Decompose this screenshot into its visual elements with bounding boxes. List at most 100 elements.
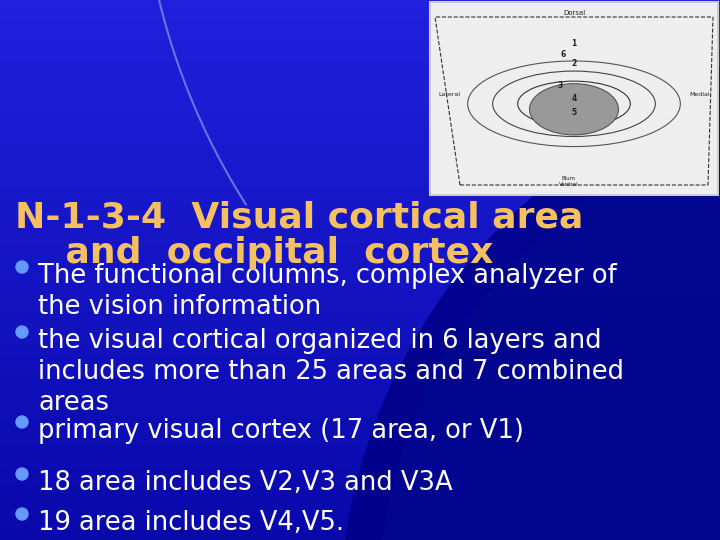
- Bar: [0, 438, 720, 445]
- Bar: [0, 256, 720, 263]
- Bar: [0, 324, 720, 330]
- Bar: [0, 68, 720, 74]
- Bar: [0, 222, 720, 230]
- Bar: [0, 330, 720, 338]
- Bar: [0, 459, 720, 465]
- Bar: [0, 128, 720, 135]
- Bar: [0, 33, 720, 40]
- Bar: [0, 291, 720, 297]
- Bar: [0, 453, 720, 459]
- Bar: [0, 276, 720, 284]
- Bar: [0, 338, 720, 345]
- Bar: [0, 446, 720, 453]
- Text: and  occipital  cortex: and occipital cortex: [15, 236, 493, 270]
- Bar: [0, 249, 720, 256]
- Text: primary visual cortex (17 area, or V1): primary visual cortex (17 area, or V1): [38, 418, 524, 444]
- Bar: [0, 108, 720, 115]
- Bar: [0, 135, 720, 141]
- Bar: [0, 392, 720, 399]
- Bar: [0, 399, 720, 405]
- Bar: [0, 351, 720, 357]
- Text: N-1-3-4  Visual cortical area: N-1-3-4 Visual cortical area: [15, 200, 583, 234]
- Text: Medial: Medial: [689, 92, 710, 97]
- Bar: [0, 372, 720, 378]
- Bar: [0, 345, 720, 351]
- Bar: [0, 209, 720, 216]
- Bar: [0, 411, 720, 418]
- Bar: [0, 40, 720, 47]
- Bar: [0, 156, 720, 162]
- Ellipse shape: [529, 84, 618, 135]
- Bar: [0, 513, 720, 519]
- Bar: [0, 405, 720, 411]
- Bar: [0, 20, 720, 27]
- Text: 6: 6: [560, 50, 565, 59]
- Bar: [0, 94, 720, 102]
- Bar: [0, 432, 720, 438]
- Bar: [0, 426, 720, 432]
- Bar: [0, 195, 720, 202]
- Circle shape: [16, 261, 28, 273]
- Bar: [0, 87, 720, 94]
- Text: Blum
Ventral: Blum Ventral: [559, 176, 579, 187]
- Text: 2: 2: [572, 59, 577, 68]
- Bar: [0, 216, 720, 222]
- Bar: [0, 74, 720, 81]
- Bar: [0, 189, 720, 195]
- Bar: [0, 148, 720, 156]
- Bar: [0, 310, 720, 317]
- Text: Lateral: Lateral: [438, 92, 460, 97]
- Bar: [0, 202, 720, 209]
- Bar: [0, 526, 720, 534]
- Circle shape: [16, 326, 28, 338]
- Text: 19 area includes V4,V5.: 19 area includes V4,V5.: [38, 510, 344, 536]
- Bar: [0, 303, 720, 310]
- Bar: [0, 47, 720, 54]
- Bar: [0, 115, 720, 122]
- Bar: [0, 418, 720, 426]
- Bar: [0, 519, 720, 526]
- Circle shape: [16, 508, 28, 520]
- Bar: [0, 480, 720, 486]
- Circle shape: [16, 468, 28, 480]
- Bar: [0, 168, 720, 176]
- Bar: [0, 364, 720, 372]
- Text: 1: 1: [572, 39, 577, 48]
- Bar: [0, 54, 720, 60]
- Bar: [0, 317, 720, 324]
- Text: the visual cortical organized in 6 layers and
includes more than 25 areas and 7 : the visual cortical organized in 6 layer…: [38, 328, 624, 416]
- Bar: [0, 507, 720, 513]
- Bar: [0, 162, 720, 168]
- Bar: [0, 297, 720, 303]
- Text: 18 area includes V2,V3 and V3A: 18 area includes V2,V3 and V3A: [38, 470, 453, 496]
- Text: 4: 4: [572, 94, 577, 103]
- Bar: [0, 472, 720, 480]
- Text: Dorsal: Dorsal: [563, 10, 585, 16]
- Text: 3: 3: [557, 81, 563, 90]
- Bar: [0, 465, 720, 472]
- Bar: [0, 357, 720, 364]
- Bar: [0, 534, 720, 540]
- Bar: [0, 284, 720, 291]
- Bar: [0, 27, 720, 33]
- Text: 5: 5: [572, 109, 577, 117]
- Bar: [0, 14, 720, 20]
- Bar: [0, 183, 720, 189]
- Bar: [0, 263, 720, 270]
- Bar: [0, 6, 720, 14]
- Bar: [0, 230, 720, 237]
- Bar: [0, 237, 720, 243]
- Bar: [430, 2, 718, 195]
- Bar: [0, 243, 720, 249]
- Bar: [0, 492, 720, 500]
- Bar: [0, 141, 720, 149]
- Bar: [0, 378, 720, 384]
- Text: The functional columns, complex analyzer of
the vision information: The functional columns, complex analyzer…: [38, 263, 617, 320]
- Bar: [0, 0, 720, 6]
- Bar: [0, 102, 720, 108]
- Circle shape: [16, 416, 28, 428]
- Bar: [0, 122, 720, 128]
- Bar: [0, 60, 720, 68]
- Bar: [0, 270, 720, 276]
- Bar: [0, 500, 720, 507]
